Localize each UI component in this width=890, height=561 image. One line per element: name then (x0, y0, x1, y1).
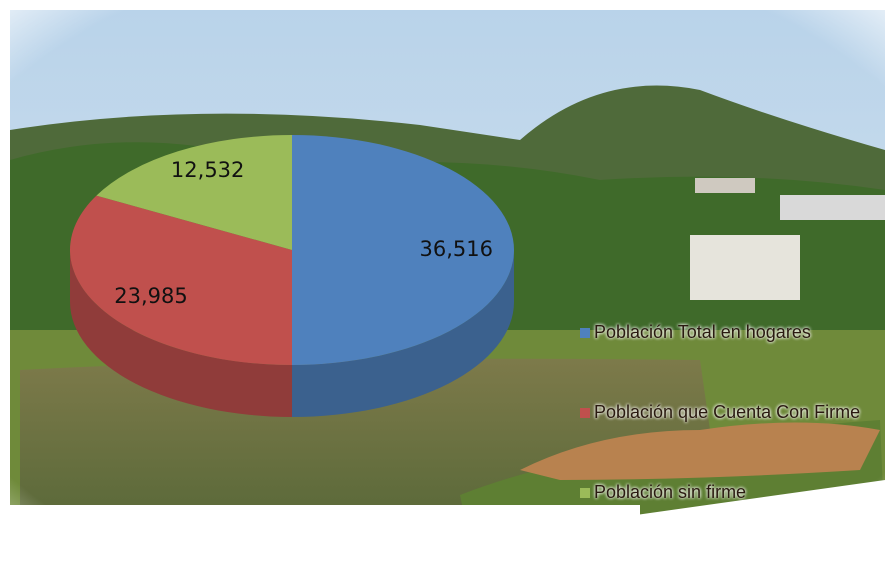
slice-side (70, 250, 293, 417)
legend-item: Población Total en hogares (580, 322, 880, 402)
legend-swatch (580, 328, 590, 338)
legend-label: Población sin firme (594, 482, 747, 502)
legend-swatch (580, 408, 590, 418)
legend-item: Población que Cuenta Con Firme (580, 402, 880, 482)
data-label: 23,985 (114, 284, 187, 308)
legend-item: Población sin firme (580, 482, 880, 561)
slice (292, 135, 515, 365)
legend-label: Población Total en hogares (594, 322, 811, 342)
slice (96, 135, 292, 250)
legend-swatch (580, 488, 590, 498)
slice-side (292, 250, 514, 417)
legend-label: Población que Cuenta Con Firme (594, 402, 861, 422)
pie: 36,516 23,985 12,532 (69, 135, 515, 417)
legend: Población Total en hogares Población que … (580, 322, 880, 561)
slice (69, 195, 293, 365)
data-label: 36,516 (420, 237, 493, 261)
data-label: 12,532 (171, 158, 244, 182)
